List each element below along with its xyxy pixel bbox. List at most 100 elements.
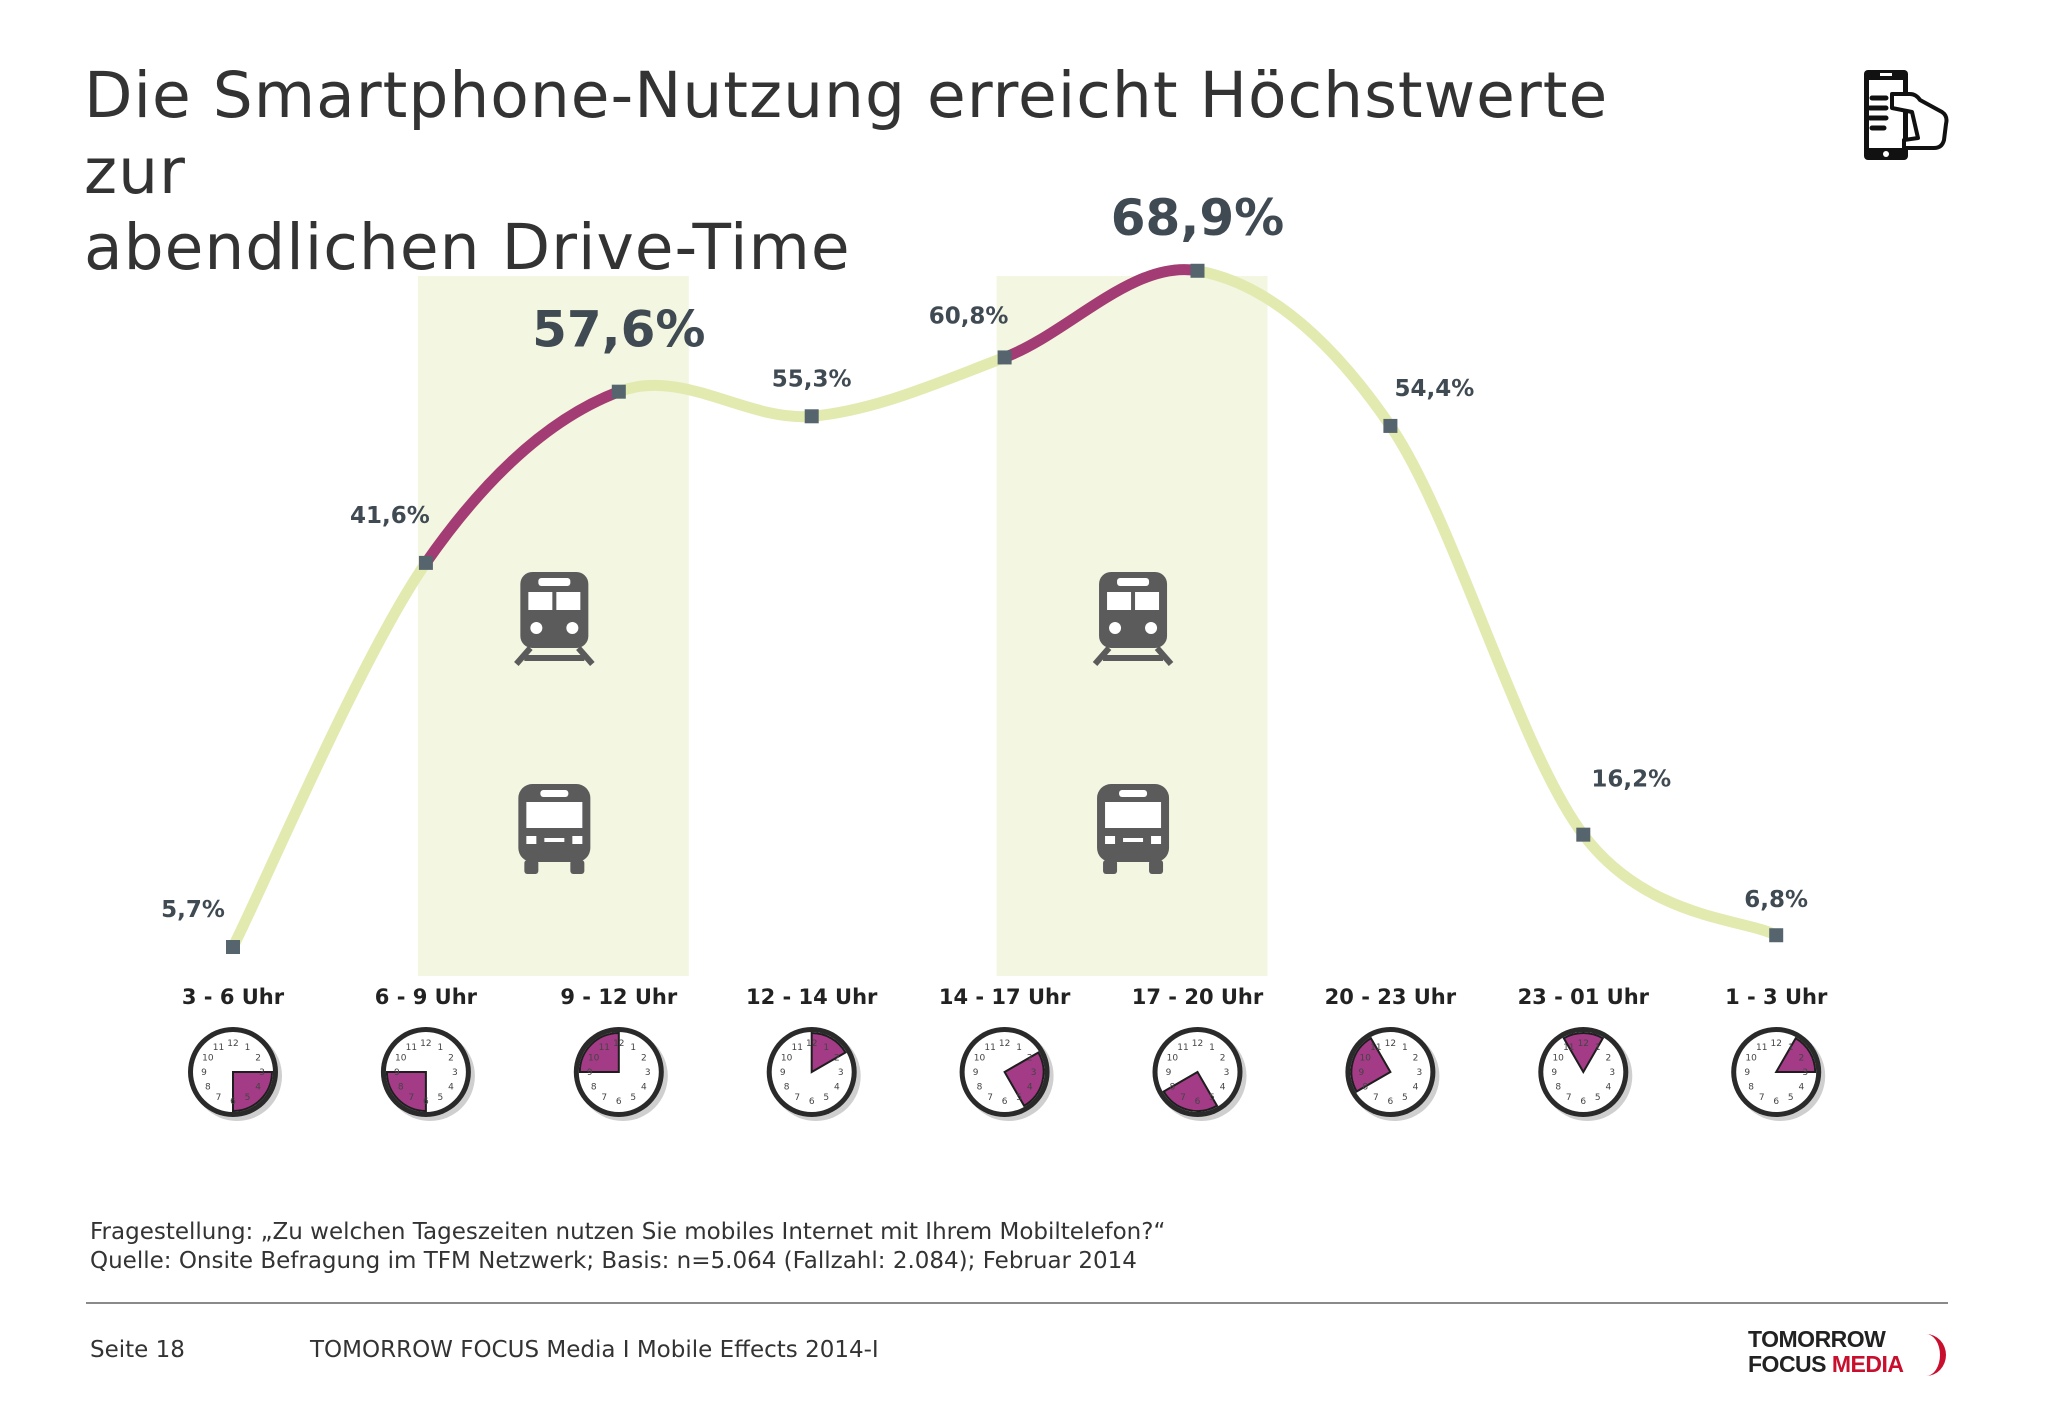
value-label: 16,2%: [1591, 767, 1671, 793]
category-label: 14 - 17 Uhr: [939, 985, 1071, 1009]
data-point: [1383, 418, 1398, 433]
svg-text:8: 8: [1170, 1083, 1176, 1093]
page-number: Seite 18: [90, 1337, 185, 1363]
value-label: 60,8%: [929, 303, 1009, 329]
svg-text:11: 11: [1370, 1043, 1381, 1053]
svg-text:8: 8: [398, 1083, 404, 1093]
svg-text:12: 12: [227, 1039, 238, 1049]
company-logo: TOMORROW FOCUS MEDIA: [1748, 1326, 1948, 1386]
svg-text:5: 5: [1402, 1093, 1408, 1103]
svg-text:9: 9: [587, 1068, 593, 1078]
svg-text:5: 5: [438, 1093, 444, 1103]
svg-text:3: 3: [1031, 1068, 1037, 1078]
svg-text:6: 6: [1388, 1097, 1394, 1107]
svg-text:2: 2: [1798, 1054, 1804, 1064]
svg-text:10: 10: [781, 1054, 793, 1064]
svg-text:12: 12: [1192, 1039, 1203, 1049]
svg-text:6: 6: [423, 1097, 429, 1107]
footnote-source: Quelle: Onsite Befragung im TFM Netzwerk…: [90, 1248, 1137, 1274]
logo-word-focus: FOCUS: [1748, 1351, 1832, 1377]
svg-text:7: 7: [1373, 1093, 1379, 1103]
svg-text:7: 7: [1566, 1093, 1572, 1103]
svg-text:6: 6: [1002, 1097, 1008, 1107]
svg-text:6: 6: [616, 1097, 622, 1107]
svg-text:5: 5: [245, 1093, 251, 1103]
data-point: [804, 409, 819, 424]
value-label: 5,7%: [161, 897, 225, 923]
category-label: 12 - 14 Uhr: [746, 985, 878, 1009]
svg-text:12: 12: [806, 1039, 817, 1049]
value-label: 55,3%: [772, 366, 852, 392]
page-title-line-2: abendlichen Drive-Time: [84, 211, 851, 284]
svg-text:1: 1: [1402, 1043, 1408, 1053]
series-line-segment: [806, 351, 1011, 422]
report-title: TOMORROW FOCUS Media I Mobile Effects 20…: [310, 1337, 879, 1363]
svg-text:10: 10: [1167, 1054, 1179, 1064]
highlighted-line-segment: [999, 264, 1203, 363]
data-point: [611, 384, 626, 399]
svg-text:5: 5: [823, 1093, 829, 1103]
svg-text:3: 3: [645, 1068, 651, 1078]
data-point: [997, 350, 1012, 365]
svg-text:4: 4: [1606, 1083, 1612, 1093]
svg-text:3: 3: [838, 1068, 844, 1078]
svg-text:8: 8: [977, 1083, 983, 1093]
svg-text:1: 1: [245, 1043, 251, 1053]
svg-text:4: 4: [255, 1083, 261, 1093]
svg-text:3: 3: [1224, 1068, 1230, 1078]
svg-text:2: 2: [1606, 1054, 1612, 1064]
data-point: [226, 940, 240, 955]
highlighted-line-segment: [420, 386, 625, 569]
svg-text:11: 11: [406, 1043, 417, 1053]
svg-text:1: 1: [823, 1043, 829, 1053]
svg-text:5: 5: [630, 1093, 636, 1103]
svg-text:12: 12: [420, 1039, 431, 1049]
svg-text:12: 12: [999, 1039, 1010, 1049]
svg-text:10: 10: [1360, 1054, 1372, 1064]
series-line-segment: [1192, 265, 1396, 432]
logo-word-media: MEDIA: [1831, 1351, 1904, 1377]
svg-text:2: 2: [255, 1054, 261, 1064]
series-line-segment: [1384, 420, 1589, 841]
peak-value-label: 68,9%: [1111, 189, 1284, 247]
svg-text:5: 5: [1788, 1093, 1794, 1103]
svg-text:12: 12: [1385, 1039, 1396, 1049]
svg-text:10: 10: [395, 1054, 407, 1064]
svg-text:10: 10: [974, 1054, 986, 1064]
footer-divider: [86, 1302, 1948, 1304]
svg-text:7: 7: [1180, 1093, 1186, 1103]
svg-text:6: 6: [230, 1097, 236, 1107]
svg-text:3: 3: [259, 1068, 265, 1078]
svg-text:1: 1: [1788, 1043, 1794, 1053]
svg-text:9: 9: [780, 1068, 786, 1078]
svg-text:4: 4: [1413, 1083, 1419, 1093]
svg-text:4: 4: [641, 1083, 647, 1093]
svg-text:12: 12: [1770, 1039, 1781, 1049]
svg-text:8: 8: [1362, 1083, 1368, 1093]
svg-text:9: 9: [201, 1068, 207, 1078]
svg-text:9: 9: [1744, 1068, 1750, 1078]
svg-text:1: 1: [1595, 1043, 1601, 1053]
svg-text:10: 10: [588, 1054, 600, 1064]
svg-text:1: 1: [1016, 1043, 1022, 1053]
svg-text:11: 11: [791, 1043, 802, 1053]
svg-text:6: 6: [1773, 1097, 1779, 1107]
bus-icon: [518, 784, 591, 874]
logo-line-1: TOMORROW: [1748, 1326, 1886, 1352]
svg-text:7: 7: [1759, 1093, 1765, 1103]
svg-text:9: 9: [1359, 1068, 1365, 1078]
data-point: [418, 555, 433, 570]
train-icon: [514, 572, 595, 666]
category-label: 3 - 6 Uhr: [182, 985, 285, 1009]
svg-text:7: 7: [409, 1093, 415, 1103]
svg-text:3: 3: [1802, 1068, 1808, 1078]
svg-text:6: 6: [809, 1097, 815, 1107]
data-point: [1190, 263, 1205, 278]
series-line-segment: [227, 557, 432, 953]
svg-text:4: 4: [448, 1083, 454, 1093]
svg-text:2: 2: [641, 1054, 647, 1064]
svg-text:11: 11: [213, 1043, 224, 1053]
